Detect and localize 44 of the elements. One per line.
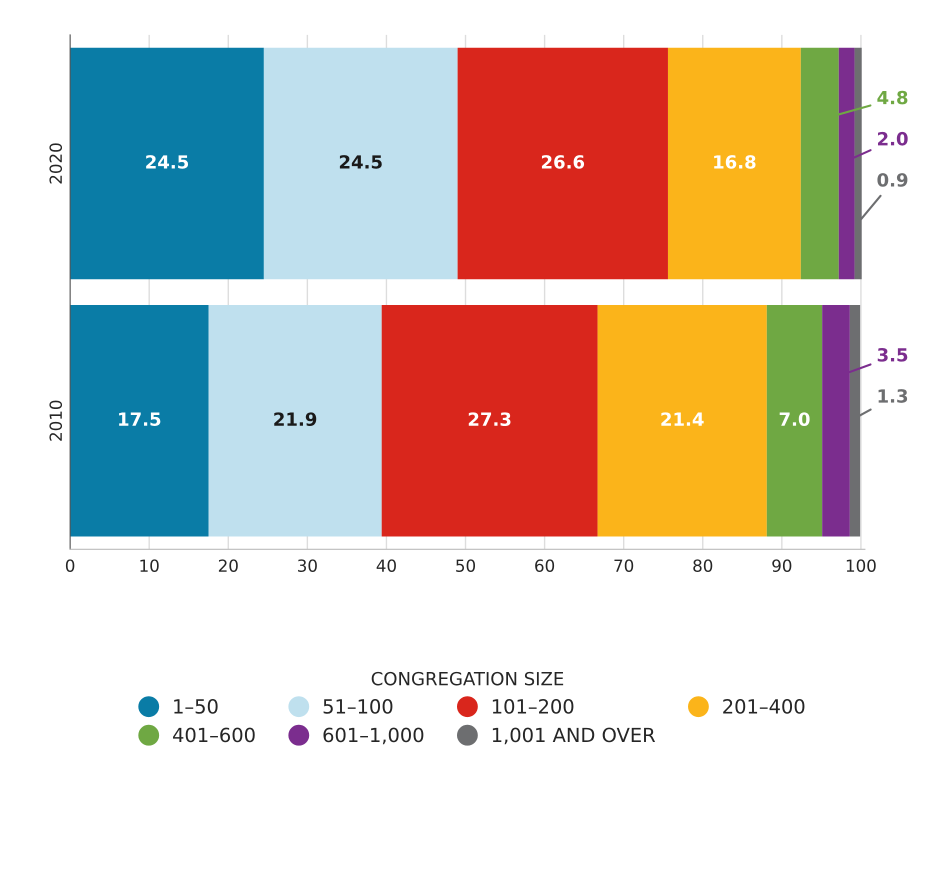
x-tick-label: 40 <box>376 559 396 572</box>
data-label: 1.3 <box>878 389 908 403</box>
x-tick-label: 20 <box>218 559 238 572</box>
bar <box>208 304 382 536</box>
bar <box>766 304 822 536</box>
x-tick-label: 30 <box>298 559 317 572</box>
bar <box>668 48 801 280</box>
data-label: 27.3 <box>468 412 510 426</box>
data-label: 21.9 <box>274 412 316 426</box>
legend-label: 201–400 <box>723 699 804 714</box>
x-tick-label: 60 <box>535 559 554 572</box>
x-tick-label: 70 <box>614 559 634 572</box>
data-label: 21.4 <box>661 412 704 426</box>
data-label: 17.5 <box>119 412 160 426</box>
data-label: 2.0 <box>878 132 908 146</box>
bar <box>382 304 598 536</box>
x-tick-label: 0 <box>66 559 74 572</box>
bar <box>598 304 767 536</box>
data-label: 0.9 <box>877 173 908 187</box>
data-label: 26.6 <box>542 155 584 169</box>
legend-label: 401–600 <box>173 728 255 742</box>
legend-label: 51–100 <box>324 699 392 714</box>
legend-title: CONGREGATION SIZE <box>372 672 564 686</box>
x-tick-label: 50 <box>456 559 476 572</box>
data-label: 24.5 <box>340 155 382 169</box>
legend-label: 101–200 <box>492 699 574 714</box>
data-label: 16.8 <box>714 155 756 169</box>
data-label: 3.5 <box>878 348 908 362</box>
x-tick-label: 80 <box>693 559 712 572</box>
legend-label: 1,001 AND OVER <box>492 728 656 744</box>
bar <box>264 48 458 280</box>
bar <box>70 48 264 280</box>
data-label: 4.8 <box>877 90 908 104</box>
x-tick-label: 100 <box>846 559 876 572</box>
legend-label: 601–1,000 <box>323 728 424 744</box>
data-label: 7.0 <box>780 412 810 426</box>
y-tick-label: 2020 <box>49 143 62 184</box>
x-tick-label: 90 <box>772 559 792 572</box>
legend-label: 1–50 <box>174 699 218 714</box>
data-label: 24.5 <box>146 155 188 169</box>
bar <box>458 48 668 280</box>
y-tick-label: 2010 <box>49 400 62 441</box>
x-tick-label: 10 <box>140 559 159 572</box>
bar <box>70 304 209 536</box>
